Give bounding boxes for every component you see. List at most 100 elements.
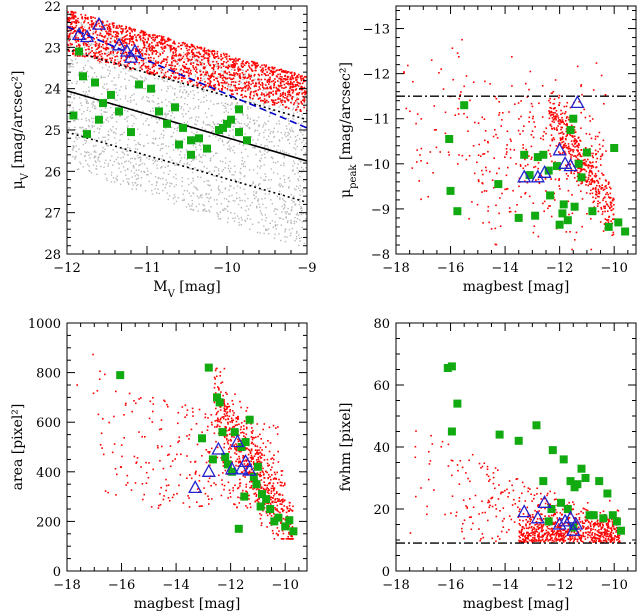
grey-point — [288, 142, 291, 145]
red-point — [171, 72, 174, 74]
red-point — [273, 493, 276, 495]
red-point — [272, 462, 275, 464]
square-marker — [558, 209, 567, 218]
red-point — [593, 206, 596, 208]
grey-point — [286, 128, 288, 130]
grey-point — [251, 76, 253, 78]
red-point — [575, 231, 578, 234]
grey-point — [227, 210, 229, 213]
red-point — [200, 55, 203, 58]
grey-point — [279, 185, 281, 188]
grey-point — [159, 178, 162, 180]
red-point — [125, 25, 127, 28]
red-point — [267, 66, 270, 69]
red-point — [246, 61, 249, 63]
red-point — [481, 191, 483, 193]
red-point — [415, 122, 417, 125]
red-point — [187, 71, 189, 74]
red-point — [70, 10, 72, 13]
grey-point — [90, 172, 93, 174]
grey-point — [116, 99, 118, 101]
grey-point — [195, 124, 198, 126]
red-point — [584, 158, 586, 161]
grey-point — [227, 111, 230, 114]
red-point — [272, 70, 275, 73]
red-point — [228, 448, 230, 450]
red-point — [135, 49, 137, 51]
grey-point — [106, 52, 108, 55]
red-point — [562, 137, 564, 139]
grey-point — [113, 53, 115, 56]
red-point — [285, 82, 288, 85]
red-point — [106, 42, 109, 45]
grey-point — [78, 168, 80, 170]
red-point — [163, 75, 165, 78]
red-point — [580, 167, 582, 170]
red-point — [130, 489, 133, 491]
grey-point — [209, 197, 212, 199]
grey-point — [161, 158, 163, 160]
red-point — [506, 187, 509, 190]
red-point — [244, 476, 246, 478]
red-point — [68, 19, 71, 21]
grey-point — [209, 159, 212, 161]
red-point — [155, 62, 158, 64]
grey-point — [106, 117, 109, 119]
grey-point — [85, 51, 88, 54]
grey-point — [224, 83, 226, 85]
red-point — [282, 70, 284, 72]
red-point — [145, 67, 147, 69]
red-point — [280, 68, 282, 71]
red-point — [99, 60, 101, 63]
red-point — [241, 96, 244, 99]
red-point — [292, 89, 294, 91]
x-tick-label: −10 — [600, 261, 627, 276]
grey-point — [167, 145, 170, 148]
red-point — [70, 28, 73, 31]
red-point — [233, 444, 235, 446]
red-point — [287, 93, 289, 96]
red-point — [284, 94, 287, 96]
grey-point — [303, 242, 306, 245]
grey-point — [178, 91, 181, 93]
grey-point — [162, 177, 164, 180]
grey-point — [188, 183, 190, 186]
square-marker — [460, 101, 469, 110]
red-point — [256, 94, 259, 96]
red-point — [278, 530, 280, 532]
red-point — [581, 225, 583, 228]
red-point — [190, 63, 192, 65]
red-point — [134, 482, 137, 484]
grey-point — [197, 197, 200, 199]
red-point — [444, 132, 447, 135]
grey-point — [236, 102, 238, 105]
grey-point — [292, 201, 294, 203]
grey-point — [228, 145, 230, 147]
grey-point — [207, 184, 209, 186]
red-point — [591, 173, 594, 175]
red-point — [125, 27, 127, 29]
red-point — [262, 83, 264, 85]
red-point — [265, 84, 267, 86]
red-point — [218, 66, 220, 68]
red-point — [178, 77, 180, 79]
grey-point — [155, 118, 157, 120]
red-point — [94, 53, 96, 55]
grey-point — [145, 78, 148, 80]
grey-point — [206, 167, 208, 170]
grey-point — [199, 145, 202, 147]
red-point — [613, 218, 615, 220]
grey-point — [173, 185, 176, 188]
red-point — [109, 52, 112, 55]
red-point — [237, 465, 240, 467]
red-point — [166, 70, 169, 73]
red-point — [473, 172, 476, 175]
grey-point — [200, 156, 202, 158]
red-point — [257, 498, 259, 501]
red-point — [278, 89, 281, 92]
red-point — [295, 79, 297, 81]
grey-point — [269, 132, 271, 135]
grey-point — [130, 70, 132, 72]
red-point — [220, 74, 223, 77]
red-point — [68, 17, 71, 19]
